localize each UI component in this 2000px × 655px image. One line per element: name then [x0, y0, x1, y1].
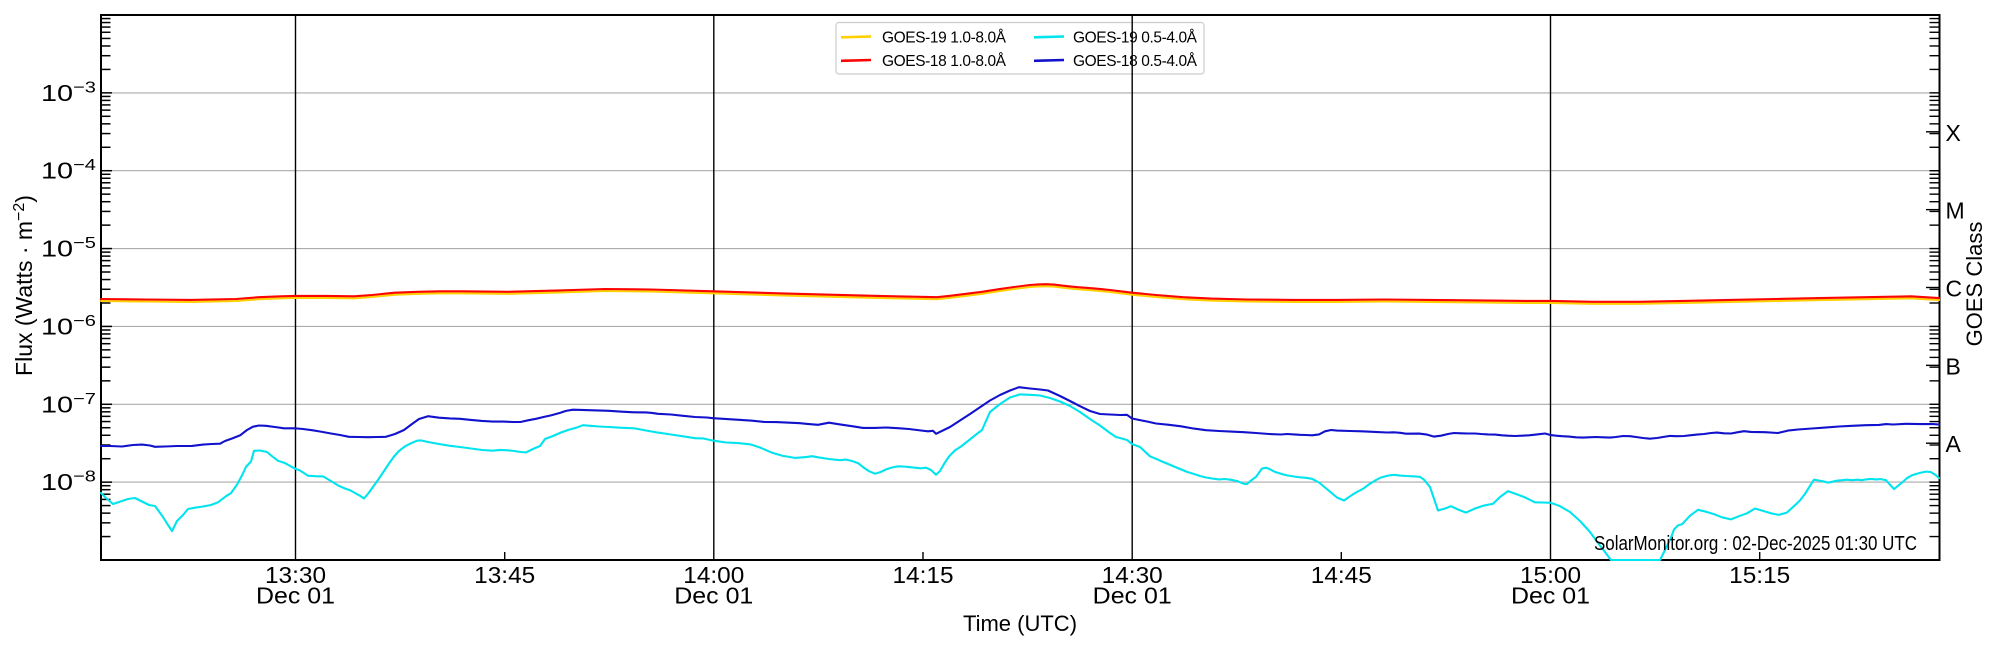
svg-text:10−4: 10 −4 [41, 157, 96, 184]
svg-text:Dec 01: Dec 01 [256, 583, 335, 609]
svg-text:15:15: 15:15 [1729, 562, 1790, 588]
svg-text:14:15: 14:15 [893, 562, 954, 588]
svg-text:SolarMonitor.org : 02-Dec-2025: SolarMonitor.org : 02-Dec-2025 01:30 UTC [1594, 533, 1917, 555]
svg-text:15:00: 15:00 [1520, 562, 1581, 588]
svg-text:14:45: 14:45 [1311, 562, 1372, 588]
svg-text:Flux (Watts · m−2): Flux (Watts · m−2) [11, 195, 37, 376]
svg-text:GOES-18 0.5-4.0Å: GOES-18 0.5-4.0Å [1073, 53, 1198, 70]
svg-text:10−7: 10 −7 [41, 391, 96, 418]
svg-text:Dec 01: Dec 01 [1093, 583, 1172, 609]
svg-text:GOES-19 1.0-8.0Å: GOES-19 1.0-8.0Å [882, 29, 1007, 46]
svg-text:X: X [1946, 120, 1961, 146]
svg-text:13:45: 13:45 [474, 562, 535, 588]
svg-text:B: B [1946, 353, 1961, 379]
svg-text:Time (UTC): Time (UTC) [963, 611, 1077, 636]
svg-text:GOES-19 0.5-4.0Å: GOES-19 0.5-4.0Å [1073, 29, 1198, 46]
svg-text:Dec 01: Dec 01 [1511, 583, 1590, 609]
svg-text:GOES-18 1.0-8.0Å: GOES-18 1.0-8.0Å [882, 53, 1007, 70]
svg-text:14:00: 14:00 [683, 562, 744, 588]
svg-text:C: C [1946, 276, 1963, 302]
svg-text:13:30: 13:30 [265, 562, 326, 588]
svg-text:M: M [1946, 198, 1965, 224]
svg-text:14:30: 14:30 [1102, 562, 1163, 588]
svg-text:Dec 01: Dec 01 [674, 583, 753, 609]
svg-text:A: A [1946, 431, 1962, 457]
svg-text:GOES Class: GOES Class [1962, 222, 1987, 347]
